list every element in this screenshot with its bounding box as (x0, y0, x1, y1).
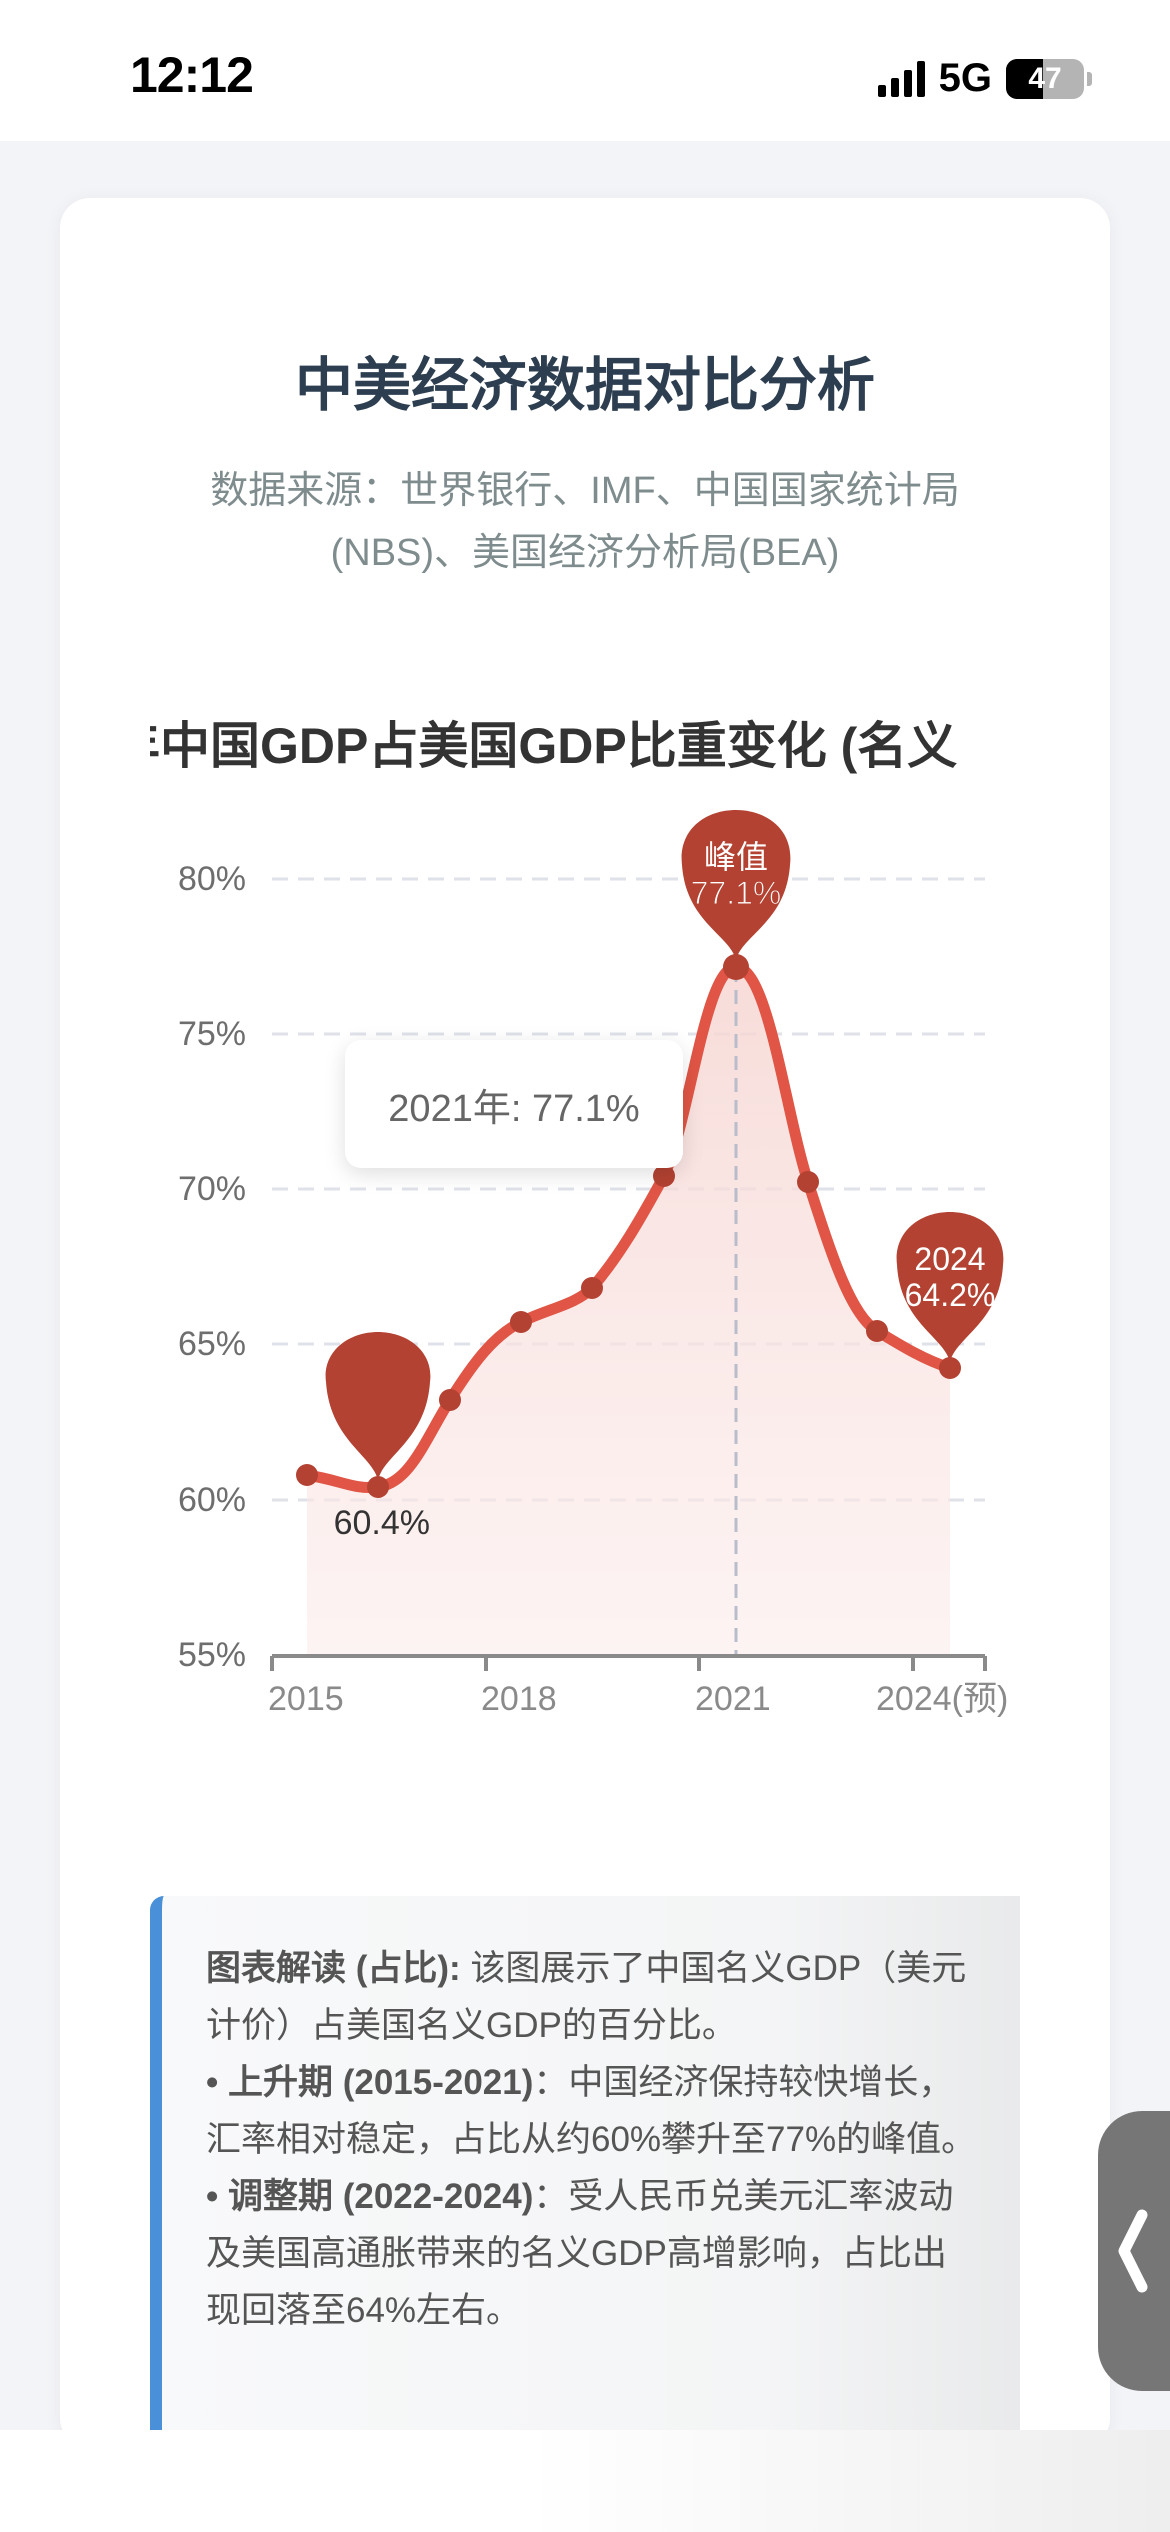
line-chart[interactable]: 80% 75% 70% 65% 60% 55% 60.4% (60, 198, 1110, 2448)
peak-pin-value: 77.1% (691, 875, 782, 911)
data-points (296, 954, 961, 1498)
bullet-rise-title: • 上升期 (2015-2021) (206, 2063, 534, 2102)
chart-interpretation-box: 图表解读 (占比): 该图展示了中国名义GDP（美元计价）占美国名义GDP的百分… (150, 1896, 1020, 2448)
interpretation-heading: 图表解读 (占比): (206, 1949, 461, 1988)
data-point-2020[interactable] (653, 1165, 675, 1187)
y-axis-labels: 80% 75% 70% 65% 60% 55% (178, 860, 246, 1674)
page-title: 中美经济数据对比分析 (294, 353, 875, 418)
x-tick-2021: 2021 (695, 1680, 771, 1718)
y-tick-55: 55% (178, 1636, 246, 1674)
x-tick-2015: 2015 (268, 1680, 344, 1718)
y-tick-75: 75% (178, 1015, 246, 1053)
data-point-2022[interactable] (797, 1171, 819, 1193)
interpretation-intro: 图表解读 (占比): 该图展示了中国名义GDP（美元计价）占美国名义GDP的百分… (206, 1940, 980, 2054)
data-point-2023[interactable] (866, 1320, 888, 1342)
data-point-2017[interactable] (439, 1389, 461, 1411)
x-axis (270, 1654, 987, 1671)
end-pin-value: 64.2% (905, 1277, 996, 1313)
peak-pin-marker[interactable] (681, 810, 791, 960)
data-point-2015[interactable] (296, 1464, 318, 1486)
data-point-2018[interactable] (510, 1311, 532, 1333)
min-pin-marker[interactable] (325, 1332, 431, 1480)
data-source-line-2: (NBS)、美国经济分析局(BEA) (330, 532, 840, 574)
content-card: 中美经济数据对比分析 数据来源：世界银行、IMF、中国国家统计局 (NBS)、美… (60, 198, 1110, 2448)
data-source-note: 数据来源：世界银行、IMF、中国国家统计局 (NBS)、美国经济分析局(BEA) (150, 460, 1020, 584)
data-point-2016[interactable] (367, 1476, 389, 1498)
end-pin-marker[interactable] (896, 1212, 1004, 1362)
y-tick-65: 65% (178, 1325, 246, 1363)
x-axis-labels: 2015 2018 2021 2024(预) (268, 1680, 1008, 1718)
bullet-adjust-text: ：受人民币兑美元汇率波动及美国高通胀带来的名义GDP高增影响，占比出现回落至64… (206, 2177, 954, 2330)
bullet-adjust-title: • 调整期 (2022-2024) (206, 2177, 534, 2216)
status-bar: 12:12 5G 47 (0, 0, 1170, 141)
chart-title: 年中国GDP占美国GDP比重变化 (名义 (150, 718, 958, 774)
data-point-2021[interactable] (723, 954, 749, 980)
peak-pin-title: 峰值 (704, 838, 768, 876)
x-tick-2024: 2024(预) (876, 1680, 1008, 1718)
end-pin-year: 2024 (914, 1241, 985, 1277)
bottom-area (0, 2430, 1170, 2532)
status-indicators: 5G 47 (877, 56, 1092, 101)
battery-icon: 47 (1006, 58, 1084, 99)
data-source-line-1: 数据来源：世界银行、IMF、中国国家统计局 (210, 470, 960, 512)
battery-cap (1087, 71, 1092, 86)
x-tick-2018: 2018 (481, 1680, 557, 1718)
chevron-left-icon (1118, 2209, 1148, 2293)
y-tick-80: 80% (178, 860, 246, 898)
battery-level: 47 (1028, 61, 1062, 95)
interpretation-bullet-adjust: • 调整期 (2022-2024)：受人民币兑美元汇率波动及美国高通胀带来的名义… (206, 2168, 980, 2339)
data-point-2019[interactable] (581, 1277, 603, 1299)
signal-bars-icon (877, 60, 925, 97)
y-tick-60: 60% (178, 1481, 246, 1519)
side-drawer-tab[interactable] (1098, 2111, 1170, 2391)
interpretation-intro-text: 该图展示了中国名义GDP（美元计价）占美国名义GDP的百分比。 (206, 1949, 967, 2045)
bullet-rise-text: ：中国经济保持较快增长，汇率相对稳定，占比从约60%攀升至77%的峰值。 (206, 2063, 977, 2159)
data-point-2024[interactable] (939, 1357, 961, 1379)
status-time: 12:12 (130, 47, 254, 103)
interpretation-bullet-rise: • 上升期 (2015-2021)：中国经济保持较快增长，汇率相对稳定，占比从约… (206, 2054, 980, 2168)
y-tick-70: 70% (178, 1170, 246, 1208)
chart-title-container[interactable]: 年中国GDP占美国GDP比重变化 (名义 (150, 706, 1020, 776)
area-fill (307, 967, 950, 1655)
chart-tooltip: 2021年: 77.1% (345, 1040, 683, 1168)
network-type: 5G (938, 56, 992, 100)
min-value-label: 60.4% (334, 1504, 430, 1542)
